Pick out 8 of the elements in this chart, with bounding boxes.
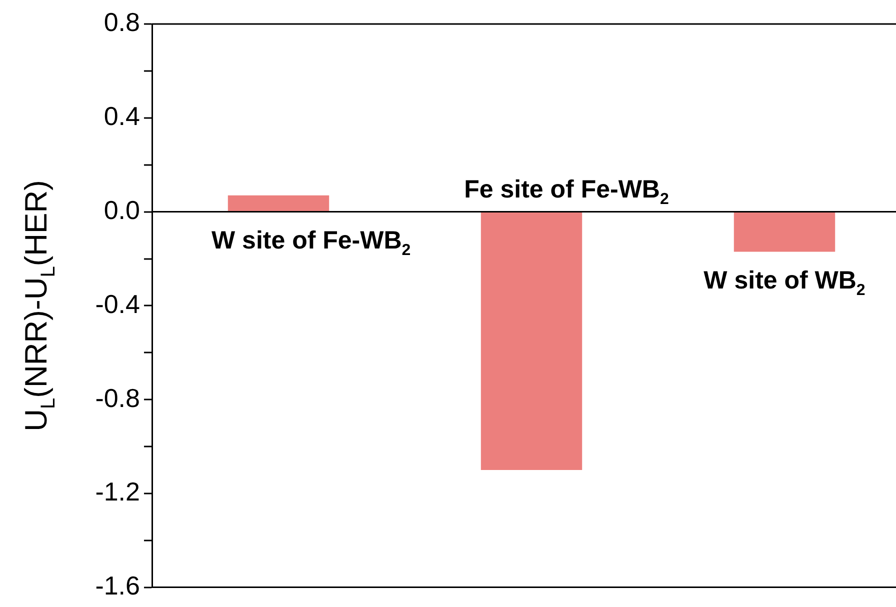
y-tick-label: -1.6 <box>95 570 140 601</box>
y-tick-label: -0.8 <box>95 382 140 413</box>
y-tick-label: -0.4 <box>95 288 140 319</box>
y-tick-label: 0.4 <box>104 101 140 132</box>
y-tick-label: 0.0 <box>104 194 140 225</box>
y-axis-title: UL(NRR)-UL(HER) <box>18 180 60 432</box>
y-tick-label: 0.8 <box>104 7 140 38</box>
y-tick-label: -1.2 <box>95 476 140 507</box>
